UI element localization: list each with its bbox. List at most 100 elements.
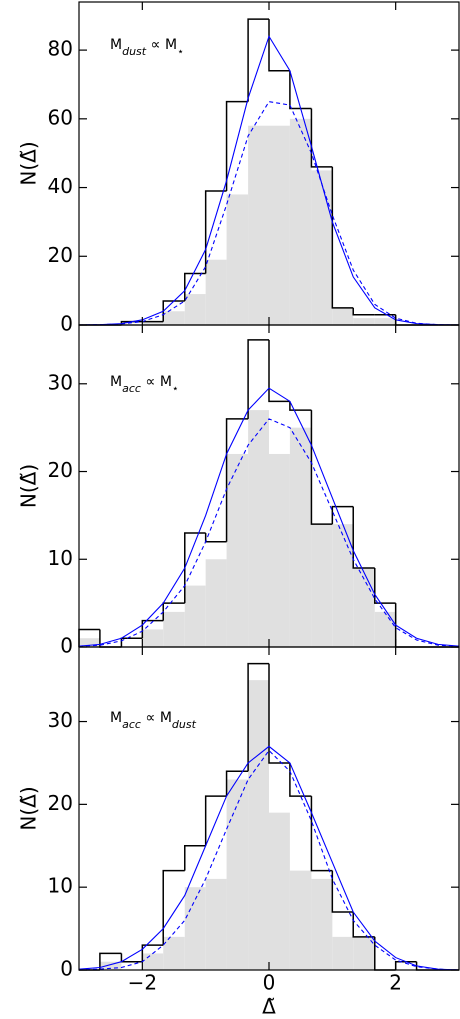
y-tick-label: 20 [48, 458, 73, 482]
step-bar [374, 936, 396, 971]
x-axis-label: Δ̃ [262, 995, 276, 1019]
fill-bar [332, 936, 354, 970]
fill-bar [332, 524, 354, 647]
step-bar [99, 952, 122, 970]
fill-bar [163, 311, 185, 325]
step-bar [268, 339, 290, 403]
annotation-part: ∝ M [146, 37, 177, 53]
step-bar [394, 603, 417, 648]
step-bar [204, 190, 227, 274]
annotation-part: M [110, 37, 122, 53]
fill-bar [289, 118, 312, 325]
annotation-part: ⋆ [172, 382, 179, 395]
model-line [78, 749, 460, 971]
fill-bar [184, 294, 206, 325]
step-bar [162, 869, 185, 946]
fill-bar [142, 321, 164, 325]
fill-bar [269, 812, 290, 970]
y-tick-label: 60 [48, 105, 73, 129]
fill-bar [248, 125, 269, 326]
x-tick-label: −2 [128, 971, 157, 995]
model-line [78, 745, 460, 971]
fill-bar [269, 453, 290, 647]
fill-bar [311, 524, 333, 647]
model-line [78, 418, 460, 647]
fill-bar [289, 427, 312, 647]
step-bar [247, 339, 269, 419]
annotation-part: ∝ M [141, 710, 172, 726]
fill-bar [205, 259, 227, 325]
step-bar [374, 568, 396, 604]
annotation-part: ⋆ [177, 45, 184, 58]
x-tick-label: 2 [389, 971, 402, 995]
fill-bar [311, 170, 333, 325]
step-bar [141, 619, 164, 639]
step-bar [331, 505, 354, 525]
fill-bar [289, 870, 312, 970]
y-tick-label: 40 [48, 174, 73, 198]
step-bar [184, 272, 206, 301]
step-bar [141, 944, 164, 962]
x-tick-label: 0 [263, 971, 276, 995]
fill-bar [353, 568, 375, 647]
step-bar [289, 401, 312, 411]
fill-bar [226, 453, 249, 647]
y-tick-label: 10 [48, 546, 73, 570]
fill-bar [184, 887, 206, 970]
fill-bar [353, 936, 375, 970]
fill-bar [142, 629, 164, 647]
fill-bar [205, 878, 227, 970]
annotation-part: M [110, 710, 122, 726]
y-tick-label: 0 [60, 312, 73, 336]
y-tick-label: 20 [48, 243, 73, 267]
fill-bar [163, 611, 185, 647]
model-line [78, 387, 460, 647]
fill-bar [374, 611, 396, 647]
fill-bar [374, 318, 396, 325]
annotation: Mdust ∝ M⋆ [110, 37, 184, 58]
annotation: Macc ∝ Mdust [110, 710, 197, 731]
fill-bar [99, 961, 122, 970]
annotation-part: acc [122, 382, 141, 395]
fill-bar [142, 953, 164, 970]
step-bar [310, 410, 333, 525]
step-bar [352, 307, 375, 316]
fill-bar [205, 559, 227, 647]
y-axis-label: N(Δ̃) [17, 786, 41, 830]
step-bar [120, 637, 143, 647]
y-axis-label: N(Δ̃) [17, 141, 41, 185]
annotation: Macc ∝ M⋆ [110, 374, 179, 395]
step-bar [268, 19, 290, 72]
annotation-part: M [110, 374, 122, 390]
step-bar [331, 870, 354, 913]
annotation-part: ∝ M [141, 374, 172, 390]
step-bar [289, 70, 312, 110]
y-tick-label: 80 [48, 37, 73, 61]
fill-bar [248, 680, 269, 970]
step-bar [184, 845, 206, 871]
step-bar [247, 662, 269, 772]
y-tick-label: 10 [48, 874, 73, 898]
annotation-part: acc [122, 718, 141, 731]
step-bar [247, 18, 269, 102]
fill-bar [248, 410, 269, 647]
step-bar [331, 166, 354, 309]
fill-bar [184, 585, 206, 647]
y-tick-label: 30 [48, 708, 73, 732]
fill-bar [226, 779, 249, 970]
y-tick-label: 20 [48, 791, 73, 815]
fill-bar [332, 307, 354, 325]
y-axis-label: N(Δ̃) [17, 464, 41, 508]
step-bar [310, 796, 333, 872]
fill-bar [226, 194, 249, 325]
y-tick-label: 30 [48, 370, 73, 394]
annotation-part: dust [122, 45, 147, 58]
step-bar [352, 506, 375, 569]
fill-bar [311, 878, 333, 970]
fill-bar [79, 638, 100, 647]
step-bar [310, 108, 333, 168]
y-tick-label: 0 [60, 957, 73, 981]
step-bar [204, 795, 227, 846]
fill-bar [269, 125, 290, 326]
